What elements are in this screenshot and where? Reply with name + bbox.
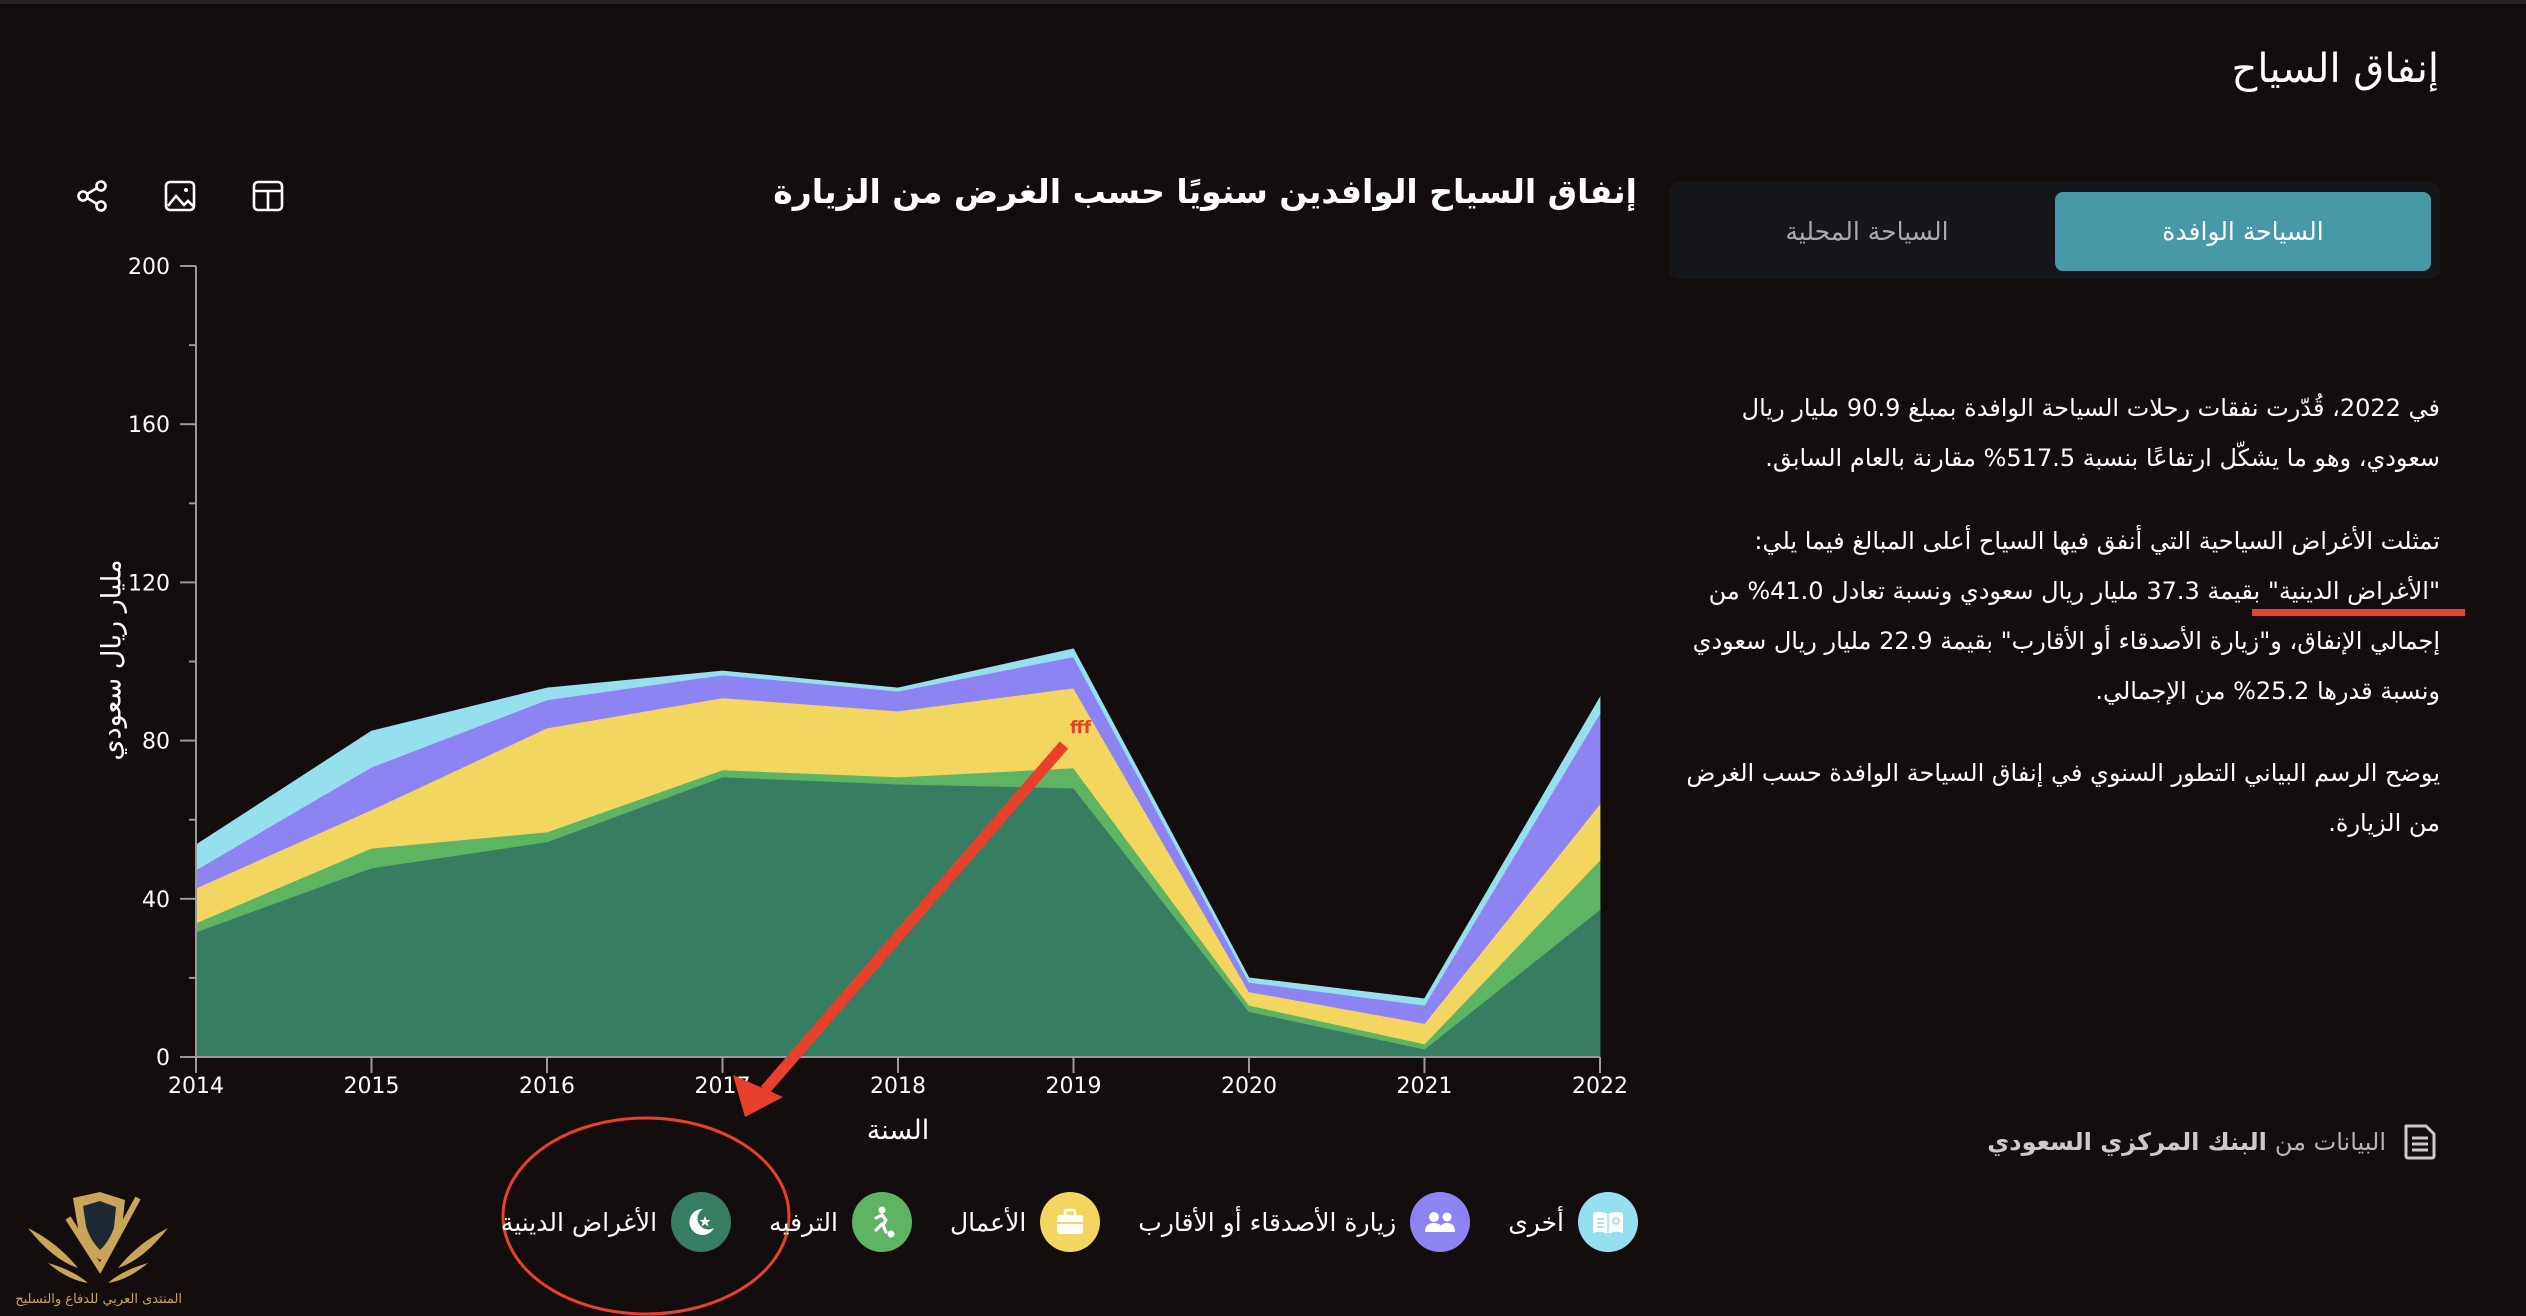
source-name[interactable]: البنك المركزي السعودي (1987, 1128, 2267, 1156)
y-tick-label: 80 (142, 730, 170, 755)
legend-label: الأعمال (949, 1207, 1027, 1237)
legend-item-friends-relatives[interactable]: زيارة الأصدقاء أو الأقارب (1138, 1192, 1471, 1252)
x-tick-label: 2016 (519, 1074, 575, 1099)
legend-item-religious[interactable]: الأغراض الدينية (500, 1192, 732, 1252)
chart-title: إنفاق السياح الوافدين سنويًا حسب الغرض م… (773, 172, 1637, 211)
x-axis-label: السنة (866, 1115, 930, 1146)
legend-item-leisure[interactable]: الترفيه (769, 1192, 912, 1252)
annotation-arrow-shaft (760, 741, 1069, 1094)
legend-swatch (1578, 1192, 1638, 1252)
legend-label: أخرى (1508, 1207, 1564, 1237)
x-tick-label: 2019 (1046, 1074, 1102, 1099)
tab-switcher: السياحة الوافدة السياحة المحلية (1669, 182, 2440, 279)
legend-swatch (1410, 1192, 1471, 1252)
briefcase-icon (1057, 1208, 1084, 1234)
image-icon[interactable] (162, 178, 198, 214)
area-series-4[interactable] (195, 648, 1601, 1006)
legend-label: الترفيه (769, 1207, 838, 1237)
x-tick-label: 2020 (1221, 1074, 1277, 1099)
annotation-underline (2252, 609, 2465, 616)
legend-swatch (671, 1192, 732, 1252)
football-player-icon (874, 1206, 895, 1238)
map-book-icon (1593, 1211, 1623, 1234)
document-icon (2404, 1124, 2436, 1160)
x-tick-label: 2014 (168, 1074, 224, 1099)
description-paragraph-2: تمثلت الأغراض السياحية التي أنفق فيها ال… (1692, 527, 2440, 705)
data-source: البيانات من البنك المركزي السعودي (1987, 1122, 2440, 1162)
tab-inbound-tourism[interactable]: السياحة الوافدة (2055, 192, 2431, 271)
tab-domestic-tourism[interactable]: السياحة المحلية (1785, 217, 1949, 246)
annotation-arrow-head (733, 1075, 783, 1117)
description-paragraph-3: يوضح الرسم البياني التطور السنوي في إنفا… (1686, 759, 2440, 837)
legend-swatch (1040, 1192, 1101, 1252)
table-icon[interactable] (250, 178, 286, 214)
x-tick-label: 2015 (344, 1074, 400, 1099)
description-paragraph-1: في 2022، قُدّرت نفقات رحلات السياحة الوا… (1741, 394, 2440, 472)
watermark-logo-text: المنتدى العربي للدفاع والتسليح (15, 1292, 182, 1307)
x-tick-label: 2021 (1397, 1074, 1453, 1099)
y-tick-label: 120 (128, 571, 170, 596)
legend-item-business[interactable]: الأعمال (949, 1192, 1101, 1252)
y-tick-label: 40 (142, 888, 170, 913)
watermark-logo (28, 1192, 168, 1283)
y-tick-label: 160 (128, 413, 170, 438)
page-title: إنفاق السياح (2231, 46, 2439, 92)
top-border (0, 0, 2526, 4)
legend-label: زيارة الأصدقاء أو الأقارب (1138, 1207, 1397, 1237)
legend-label: الأغراض الدينية (500, 1207, 658, 1237)
x-tick-label: 2018 (870, 1074, 926, 1099)
legend-item-other[interactable]: أخرى (1508, 1192, 1638, 1252)
y-axis-label-text: مليار ريال سعودي (96, 559, 128, 761)
y-tick-label: 0 (156, 1046, 170, 1071)
share-icon[interactable] (74, 178, 110, 214)
y-tick-label: 200 (128, 255, 170, 280)
crescent-star-icon (689, 1208, 715, 1235)
chart-legend: أخرى زيارة الأصدقاء أو الأقارب الأعمال (501, 1191, 1638, 1253)
annotation-note: fff (1070, 718, 1092, 738)
people-icon (1425, 1212, 1456, 1232)
source-prefix: البيانات من (2274, 1128, 2386, 1156)
legend-swatch (851, 1192, 912, 1252)
annotation-circle (501, 1116, 791, 1316)
x-tick-label: 2022 (1572, 1074, 1628, 1099)
